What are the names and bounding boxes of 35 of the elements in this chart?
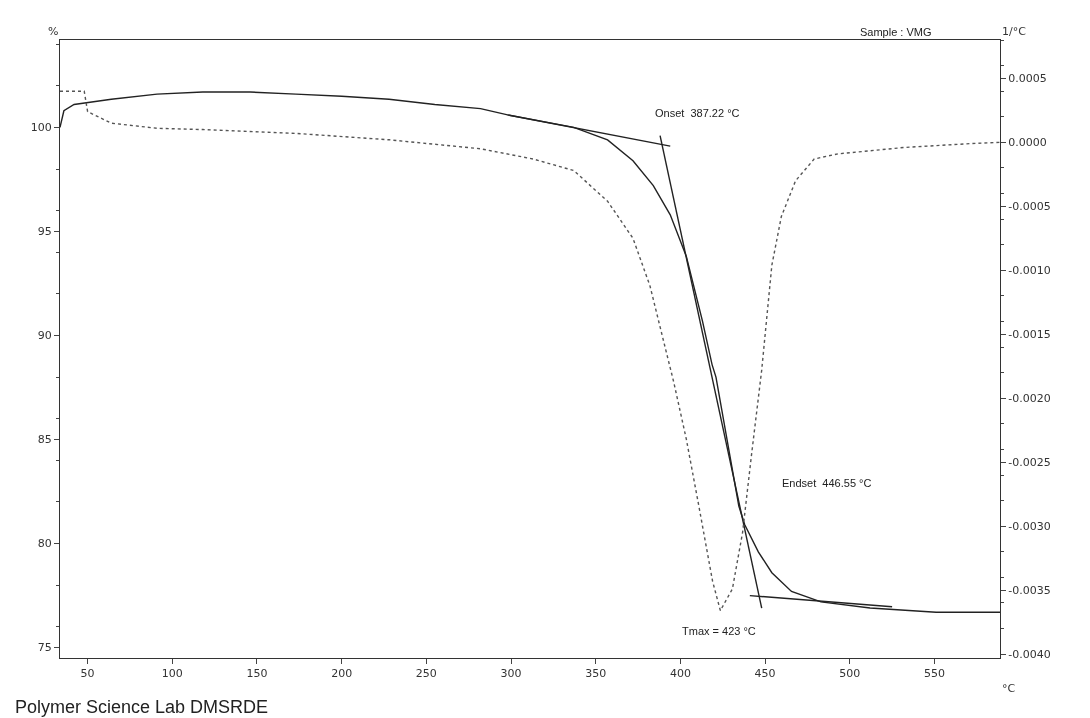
x-axis-title: °C — [1002, 682, 1016, 695]
y2-tick-label: 0.0005 — [1008, 72, 1047, 86]
x-tick-label: 150 — [246, 667, 268, 681]
x-tick-label: 500 — [839, 667, 861, 681]
annotation: Tmax = 423 °C — [682, 625, 756, 637]
x-tick-label: 300 — [500, 667, 522, 681]
y2-tick-label: -0.0040 — [1008, 648, 1051, 662]
x-tick-label: 350 — [585, 667, 607, 681]
text: Sample : VMG — [860, 26, 932, 38]
y2-axis-title: 1/°C — [1002, 25, 1027, 38]
y-tick-label: 75 — [37, 641, 52, 655]
x-tick-label: 100 — [161, 667, 183, 681]
annotation: Endset 446.55 °C — [782, 477, 872, 489]
y-tick-label: 90 — [37, 329, 52, 343]
y2-tick-label: -0.0035 — [1008, 584, 1051, 598]
y2-tick-label: -0.0020 — [1008, 392, 1051, 406]
y2-tick-label: -0.0005 — [1008, 200, 1051, 214]
y2-tick-label: -0.0015 — [1008, 328, 1051, 342]
y2-tick-label: -0.0010 — [1008, 264, 1051, 278]
y-tick-label: 85 — [37, 433, 52, 447]
y2-tick-label: 0.0000 — [1008, 136, 1047, 150]
y-tick-label: 95 — [37, 225, 52, 239]
x-tick-label: 550 — [923, 667, 945, 681]
x-tick-label: 450 — [754, 667, 776, 681]
x-tick-label: 400 — [669, 667, 691, 681]
y2-tick-label: -0.0030 — [1008, 520, 1051, 534]
y2-tick-label: -0.0025 — [1008, 456, 1051, 470]
y-axis-title: % — [48, 25, 59, 38]
y-tick-label: 100 — [30, 121, 52, 135]
x-tick-label: 50 — [80, 667, 95, 681]
y-tick-label: 80 — [37, 537, 52, 551]
annotation: Onset 387.22 °C — [655, 107, 740, 119]
x-tick-label: 200 — [331, 667, 353, 681]
text: Polymer Science Lab DMSRDE — [15, 697, 269, 717]
x-tick-label: 250 — [415, 667, 437, 681]
